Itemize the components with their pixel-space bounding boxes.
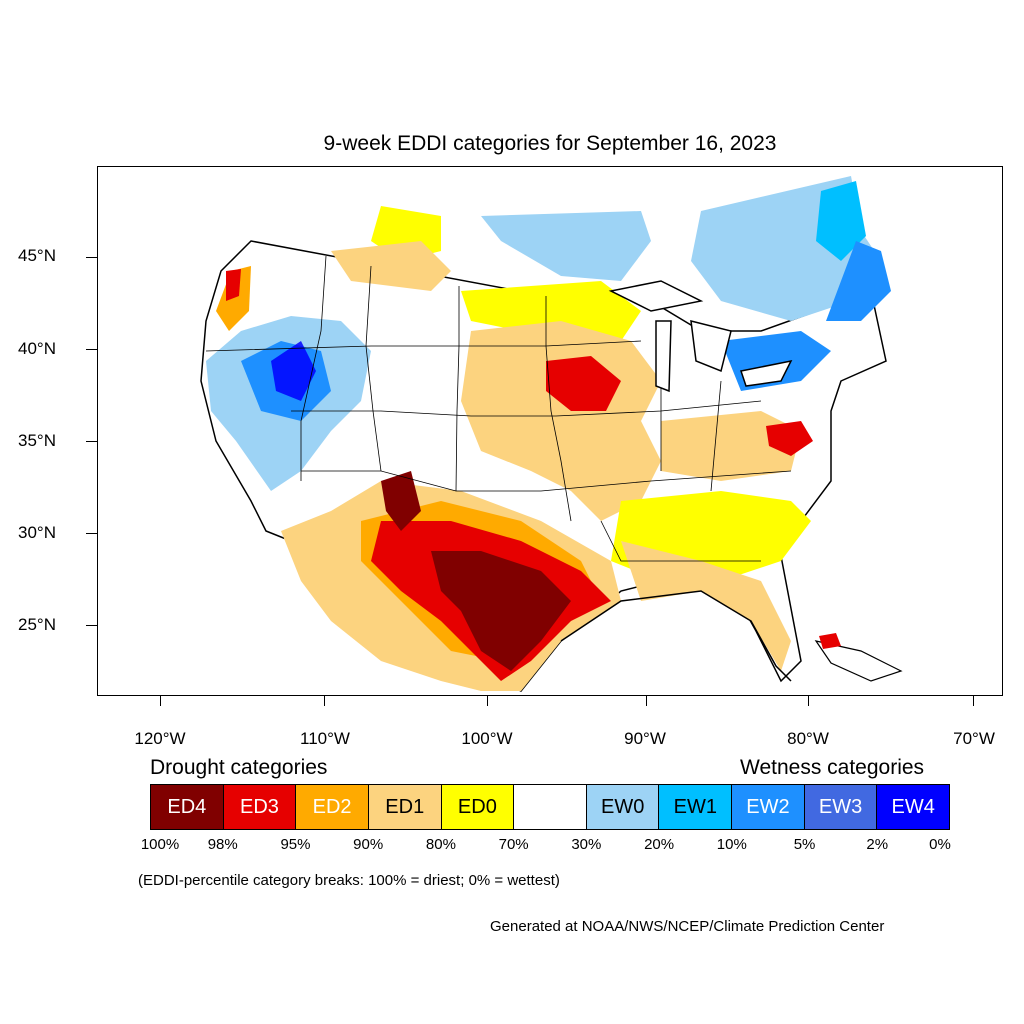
percentile-label: 0% (929, 836, 951, 853)
coastline (560, 590, 792, 682)
wetness-categories-heading: Wetness categories (740, 756, 925, 779)
legend-swatch-ed2: ED2 (296, 785, 369, 829)
virginia-ed3 (766, 421, 813, 456)
lat-label-25: 25°N (18, 615, 56, 634)
percentile-label: 90% (353, 836, 384, 853)
legend-swatch-ed0: ED0 (441, 785, 515, 829)
lat-label-35: 35°N (18, 431, 56, 450)
lon-label-100: 100°W (461, 729, 513, 748)
state-boundaries (205, 255, 792, 562)
nm-ed4 (381, 471, 421, 531)
lon-label-70: 70°W (953, 729, 995, 748)
cuba (814, 640, 903, 682)
bahamas-ed3 (819, 633, 841, 649)
percentile-label: 98% (207, 836, 238, 853)
legend-swatch-neutral (514, 785, 587, 829)
legend-swatch-ed4: ED4 (151, 785, 224, 829)
west-coast-ed3 (226, 269, 241, 301)
north-ed1 (331, 241, 451, 291)
lon-tick (160, 696, 161, 706)
percentile-label: 95% (280, 836, 311, 853)
lon-tick (808, 696, 809, 706)
lon-label-90: 90°W (624, 729, 666, 748)
west-coast-ed2 (216, 266, 251, 331)
lon-tick (487, 696, 488, 706)
canada-wet-region (481, 211, 651, 281)
nw-wet-ew4 (271, 341, 316, 401)
lat-label-30: 30°N (18, 523, 56, 542)
percentile-label: 30% (571, 836, 602, 853)
northeast-ew2 (826, 241, 891, 321)
drought-categories-heading: Drought categories (150, 756, 328, 779)
legend-swatch-ew4: EW4 (877, 785, 950, 829)
texas-ed4 (431, 551, 571, 671)
lon-label-110: 110°W (300, 729, 350, 748)
category-legend-bar: ED4 ED3 ED2 ED1 ED0 EW0 EW1 EW2 EW3 EW4 (150, 784, 950, 830)
percentile-label: 2% (866, 836, 889, 853)
ohio-ed1 (661, 411, 801, 481)
legend-swatch-ew2: EW2 (732, 785, 805, 829)
lat-tick (86, 533, 97, 534)
lat-label-40: 40°N (18, 339, 56, 358)
great-lakes (608, 280, 793, 393)
lon-label-120: 120°W (134, 729, 186, 748)
midwest-ed1 (461, 321, 661, 521)
lon-label-80: 80°W (787, 729, 829, 748)
percentile-label: 80% (425, 836, 456, 853)
canada-ew1 (816, 181, 866, 261)
eddi-map (97, 166, 1003, 696)
percentile-label: 5% (793, 836, 816, 853)
plains-ed0 (461, 281, 641, 341)
lat-tick (86, 257, 97, 258)
map-title: 9-week EDDI categories for September 16,… (323, 132, 777, 155)
lon-tick (646, 696, 647, 706)
legend-swatch-ew1: EW1 (659, 785, 733, 829)
lat-tick (86, 349, 97, 350)
lat-tick (86, 625, 97, 626)
category-breaks-note: (EDDI-percentile category breaks: 100% =… (138, 872, 560, 889)
legend-swatch-ew0: EW0 (586, 785, 660, 829)
lon-tick (973, 696, 974, 706)
credit-line: Generated at NOAA/NWS/NCEP/Climate Predi… (490, 918, 885, 935)
percentile-label: 70% (498, 836, 529, 853)
legend-swatch-ew3: EW3 (804, 785, 878, 829)
percentile-label: 20% (644, 836, 675, 853)
lon-tick (324, 696, 325, 706)
percentile-label: 100% (140, 836, 180, 853)
legend-swatch-ed1: ED1 (368, 785, 442, 829)
percentile-label: 10% (716, 836, 747, 853)
lat-tick (86, 441, 97, 442)
legend-swatch-ed3: ED3 (223, 785, 297, 829)
midwest-ed3 (546, 356, 621, 411)
gulf-ed1 (621, 541, 791, 671)
eddi-map-svg (200, 176, 903, 692)
lat-label-45: 45°N (18, 246, 56, 265)
